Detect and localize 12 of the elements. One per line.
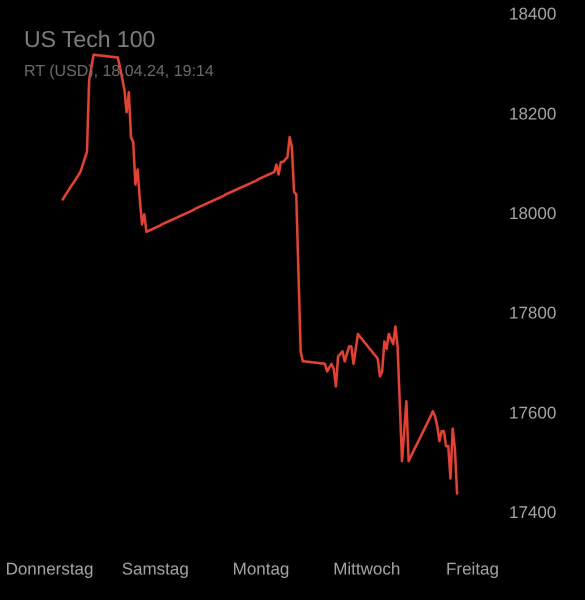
x-tick-label: Montag — [232, 559, 290, 578]
x-tick-label: Mittwoch — [333, 559, 400, 578]
x-tick-label: Freitag — [446, 559, 499, 578]
y-tick-label: 17400 — [509, 503, 556, 522]
y-tick-label: 17800 — [509, 304, 556, 323]
y-tick-label: 18400 — [509, 4, 556, 24]
y-tick-label: 18000 — [509, 204, 556, 224]
x-tick-label: Donnerstag — [6, 559, 94, 578]
text: US Tech 100 — [24, 26, 156, 52]
y-tick-label: 17600 — [509, 403, 556, 422]
x-tick-label: Samstag — [122, 559, 189, 578]
y-tick-label: 18200 — [509, 104, 556, 124]
